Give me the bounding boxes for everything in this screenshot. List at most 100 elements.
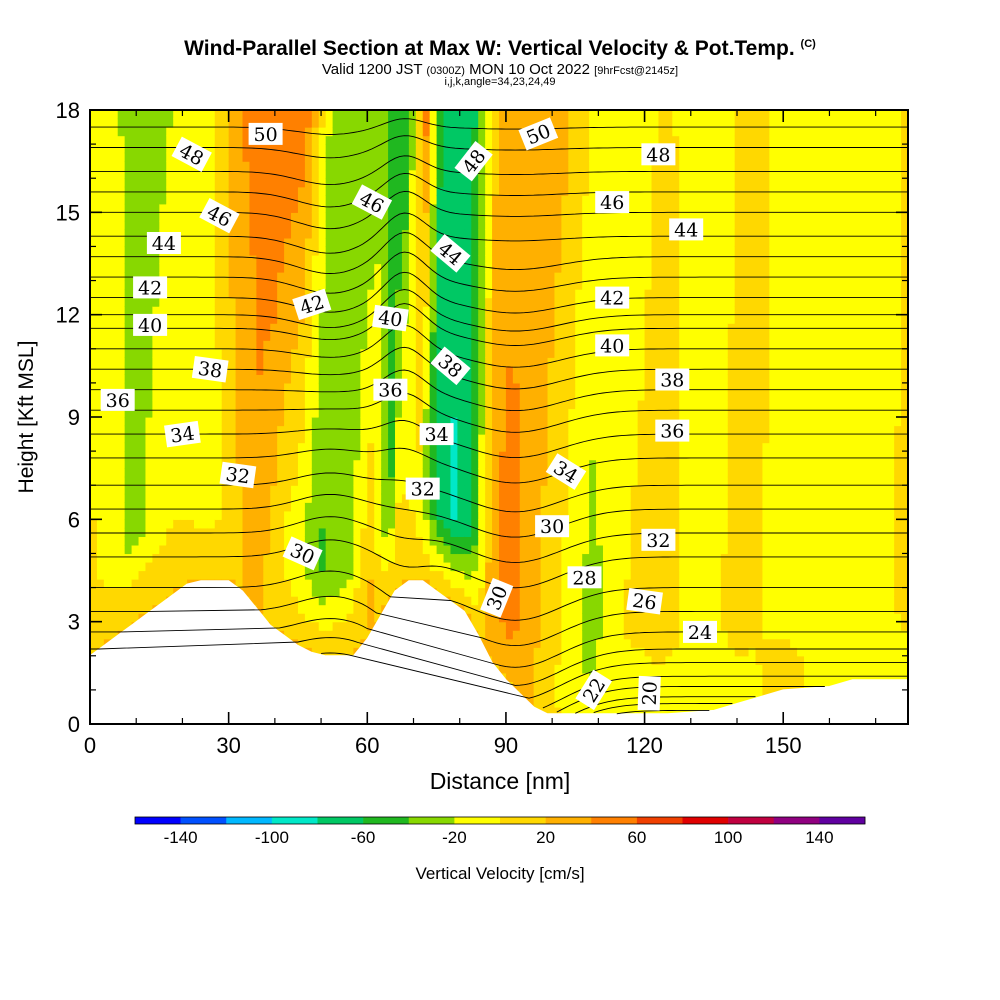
velocity-cell: [505, 519, 514, 529]
velocity-cell: [478, 263, 486, 273]
velocity-cell: [173, 561, 181, 572]
velocity-cell: [166, 553, 174, 563]
velocity-cell: [173, 186, 181, 196]
velocity-cell: [360, 561, 368, 572]
velocity-cell: [388, 408, 396, 418]
velocity-cell: [533, 152, 542, 162]
velocity-cell: [325, 579, 334, 589]
velocity-cell: [464, 587, 472, 597]
velocity-cell: [332, 331, 341, 341]
velocity-cell: [193, 459, 202, 469]
velocity-cell: [554, 672, 562, 682]
velocity-cell: [110, 519, 119, 529]
velocity-cell: [124, 468, 133, 478]
velocity-cell: [519, 468, 528, 478]
velocity-cell: [429, 263, 438, 273]
velocity-cell: [263, 399, 271, 410]
velocity-cell: [263, 340, 271, 350]
velocity-cell: [499, 655, 507, 665]
velocity-cell: [499, 451, 507, 461]
velocity-cell: [96, 357, 105, 367]
velocity-cell: [499, 434, 507, 444]
velocity-cell: [339, 596, 348, 606]
velocity-cell: [492, 135, 500, 145]
velocity-cell: [311, 510, 320, 520]
velocity-cell: [408, 212, 417, 222]
velocity-cell: [249, 289, 257, 299]
velocity-cell: [450, 331, 458, 341]
velocity-cell: [180, 348, 188, 358]
velocity-cell: [124, 485, 133, 495]
velocity-cell: [180, 561, 188, 572]
velocity-cell: [554, 186, 562, 196]
velocity-cell: [207, 434, 216, 444]
velocity-cell: [499, 314, 507, 324]
velocity-cell: [519, 110, 528, 120]
velocity-cell: [152, 382, 160, 393]
velocity-cell: [221, 485, 230, 495]
velocity-cell: [263, 306, 271, 316]
velocity-cell: [173, 178, 181, 188]
velocity-cell: [291, 579, 299, 589]
velocity-cell: [159, 561, 167, 572]
velocity-cell: [180, 331, 188, 341]
velocity-cell: [166, 570, 174, 580]
velocity-cell: [291, 417, 299, 427]
velocity-cell: [533, 451, 542, 461]
velocity-cell: [297, 519, 306, 529]
velocity-cell: [221, 536, 230, 546]
velocity-cell: [457, 417, 465, 427]
velocity-cell: [200, 110, 209, 120]
velocity-cell: [96, 118, 105, 128]
velocity-cell: [478, 621, 486, 631]
velocity-cell: [173, 110, 181, 120]
velocity-cell: [200, 434, 209, 444]
velocity-cell: [90, 161, 98, 171]
velocity-cell: [325, 408, 334, 418]
velocity-cell: [332, 127, 341, 137]
velocity-cell: [96, 161, 105, 171]
velocity-cell: [103, 340, 112, 350]
velocity-cell: [457, 468, 465, 478]
velocity-cell: [519, 519, 528, 529]
velocity-cell: [485, 331, 493, 341]
velocity-cell: [519, 306, 528, 316]
velocity-cell: [166, 127, 174, 137]
velocity-cell: [478, 570, 486, 580]
velocity-cell: [207, 110, 216, 120]
velocity-cell: [346, 647, 355, 657]
velocity-cell: [166, 195, 174, 205]
velocity-cell: [96, 621, 105, 631]
velocity-cell: [103, 357, 112, 367]
velocity-cell: [249, 434, 257, 444]
velocity-cell: [478, 613, 486, 623]
velocity-cell: [436, 186, 445, 196]
velocity-cell: [540, 689, 549, 700]
velocity-cell: [492, 340, 500, 350]
velocity-cell: [526, 459, 535, 469]
velocity-cell: [124, 178, 133, 188]
velocity-cell: [214, 229, 223, 239]
velocity-cell: [554, 229, 562, 239]
velocity-cell: [478, 442, 486, 452]
velocity-cell: [277, 425, 285, 435]
velocity-cell: [436, 476, 445, 486]
velocity-cell: [540, 365, 549, 375]
velocity-cell: [554, 161, 562, 171]
velocity-cell: [117, 561, 126, 572]
velocity-cell: [200, 442, 209, 452]
velocity-cell: [485, 459, 493, 469]
velocity-cell: [304, 348, 313, 358]
velocity-cell: [526, 425, 535, 435]
velocity-cell: [235, 152, 244, 162]
velocity-cell: [297, 442, 306, 452]
velocity-cell: [138, 365, 147, 375]
velocity-cell: [166, 212, 174, 222]
velocity-cell: [339, 365, 348, 375]
velocity-cell: [221, 570, 230, 580]
velocity-cell: [325, 237, 334, 248]
velocity-cell: [492, 434, 500, 444]
velocity-cell: [180, 553, 188, 563]
velocity-cell: [395, 246, 403, 256]
velocity-cell: [187, 280, 195, 290]
